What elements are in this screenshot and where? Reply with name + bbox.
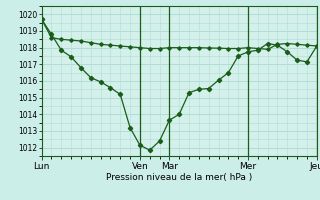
X-axis label: Pression niveau de la mer( hPa ): Pression niveau de la mer( hPa ) [106, 173, 252, 182]
